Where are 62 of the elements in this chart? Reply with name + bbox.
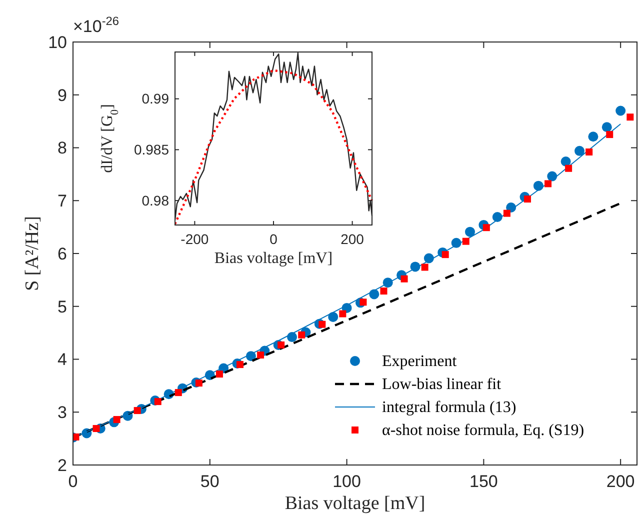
x-tick-label: 0 (68, 472, 78, 491)
point (154, 398, 162, 406)
y-tick-label: 9 (58, 86, 67, 105)
y-tick-label: 10 (48, 32, 67, 52)
y-tick-label: 5 (58, 297, 67, 316)
x-tick-label: 100 (332, 472, 361, 491)
x-tick-label: -200 (180, 231, 209, 247)
legend-label: Experiment (382, 353, 458, 370)
legend-label: integral formula (13) (382, 399, 516, 416)
y-tick-label: 8 (58, 138, 67, 158)
text: ×10$^{-26}$ (73, 14, 120, 36)
point (360, 298, 367, 306)
y-tick-label: 4 (58, 350, 67, 370)
y-tick-label: 0.99 (142, 90, 170, 107)
point (400, 275, 408, 282)
point (462, 238, 470, 245)
legend-label: Low-bias linear fit (382, 376, 502, 393)
point (616, 106, 626, 116)
point (560, 156, 571, 166)
point (339, 310, 346, 318)
point (195, 380, 202, 387)
y-tick-label: 0.985 (134, 142, 170, 158)
point (113, 416, 120, 424)
legend-label: α-shot noise formula, Eq. (S19) (382, 422, 584, 439)
point (380, 288, 388, 295)
point (318, 320, 326, 328)
point (606, 131, 614, 138)
point (298, 331, 306, 338)
point (524, 196, 531, 203)
x-tick-label: 50 (200, 472, 220, 491)
point (464, 226, 475, 237)
y-tick-label: 0.98 (142, 192, 170, 208)
point (574, 146, 585, 156)
point (586, 148, 593, 156)
point (236, 361, 244, 368)
y-tick-label: 6 (58, 244, 67, 264)
point (278, 341, 285, 348)
point (588, 132, 598, 142)
point (503, 210, 510, 217)
x-tick-label: 200 (606, 472, 635, 491)
x-tick-label: 200 (340, 231, 364, 247)
y-tick-label: 7 (58, 192, 67, 211)
point (602, 122, 612, 132)
point (544, 180, 552, 188)
point (421, 264, 428, 271)
point (626, 114, 634, 121)
x-axis-title: Bias voltage [mV] (214, 250, 333, 267)
y-tick-label: 3 (58, 403, 67, 422)
point (442, 251, 449, 258)
point (257, 352, 264, 359)
point (482, 224, 490, 232)
y-axis-title: S [A²/Hz] (22, 216, 43, 291)
point (565, 164, 572, 172)
x-tick-label: 150 (469, 472, 498, 491)
point (134, 407, 141, 414)
x-tick-label: 0 (270, 231, 278, 247)
point (174, 389, 182, 396)
y-tick-label: 2 (58, 456, 67, 475)
point (92, 425, 100, 432)
x-axis-title: Bias voltage [mV] (284, 493, 426, 514)
point (216, 370, 223, 378)
point (328, 312, 338, 322)
